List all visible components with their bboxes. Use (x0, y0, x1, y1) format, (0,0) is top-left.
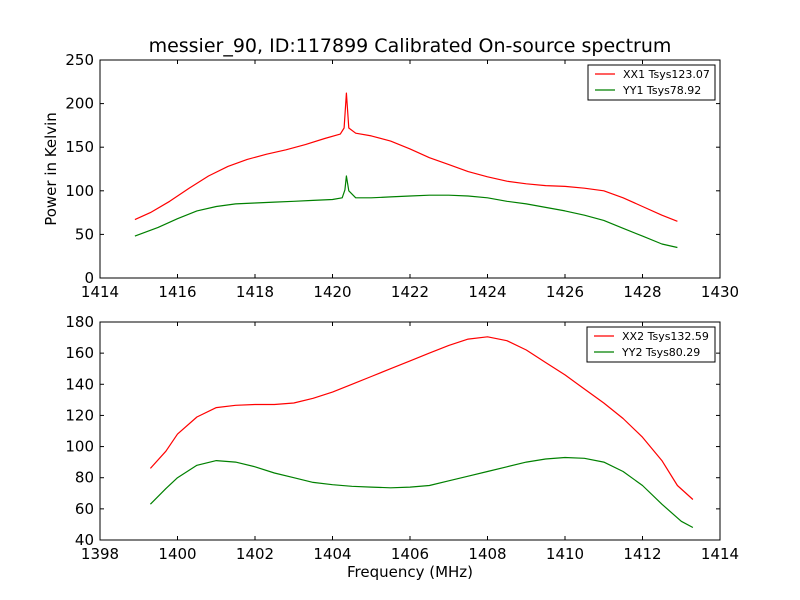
plot1-ytick-label: 150 (65, 138, 94, 156)
plot2-ytick-label: 60 (75, 500, 94, 518)
plot1-ytick-label: 100 (65, 182, 94, 200)
plot2-ytick-label: 40 (75, 531, 94, 549)
plot2-xtick-label: 1410 (546, 545, 584, 563)
plot2-xtick-label: 1398 (81, 545, 119, 563)
plot1-legend-label-2: YY1 Tsys78.92 (622, 84, 701, 97)
plot2-ytick-label: 80 (75, 469, 94, 487)
plot2-ytick-label: 140 (65, 375, 94, 393)
plot2: 1398 1400 1402 1404 1406 1408 1410 1412 1414 40 60… (65, 313, 739, 581)
plot1-title: messier_90, ID:117899 Calibrated On-sour… (149, 35, 672, 57)
plot2-xtick-label: 1408 (468, 545, 506, 563)
plot1-ylabel: Power in Kelvin (42, 112, 60, 226)
plot1-legend: XX1 Tsys123.07 YY1 Tsys78.92 (587, 64, 716, 101)
plot2-legend: XX2 Tsys132.59 YY2 Tsys80.29 (586, 326, 716, 363)
plot2-xtick-label: 1402 (236, 545, 274, 563)
plot1-xtick-label: 1418 (236, 283, 274, 301)
plot1-xtick-label: 1430 (701, 283, 739, 301)
plot2-ytick-label: 180 (65, 313, 94, 331)
plot2-series-2-line (149, 456, 694, 529)
plot2-xlabel: Frequency (MHz) (347, 563, 473, 581)
plot1-ytick-label: 200 (65, 95, 94, 113)
plot1-legend-box (587, 64, 716, 101)
plot1-xtick-label: 1424 (468, 283, 506, 301)
plot1-xtick-label: 1414 (81, 283, 119, 301)
plot2-ytick-label: 100 (65, 438, 94, 456)
plot1-xtick-label: 1416 (158, 283, 196, 301)
plot1-ytick-label: 50 (75, 225, 94, 243)
plot1-ytick-label: 250 (65, 51, 94, 69)
plot2-series-1-line (149, 336, 694, 500)
plot1-series-2-line (134, 175, 678, 249)
plot2-legend-label-1: XX2 Tsys132.59 (622, 330, 709, 343)
plot2-xtick-label: 1404 (313, 545, 351, 563)
plot1-legend-label-1: XX1 Tsys123.07 (623, 68, 710, 81)
plot2-xtick-label: 1406 (391, 545, 429, 563)
plot2-legend-box (586, 326, 716, 363)
plot2-xtick-label: 1412 (623, 545, 661, 563)
plot2-xtick-label: 1414 (701, 545, 739, 563)
plot2-ytick-label: 160 (65, 344, 94, 362)
plot2-legend-label-2: YY2 Tsys80.29 (621, 346, 700, 359)
plot2-xtick-label: 1400 (158, 545, 196, 563)
plot1-xtick-label: 1420 (313, 283, 351, 301)
plot1-ytick-label: 0 (84, 269, 94, 287)
plot1: 1414 1416 1418 1420 1422 1424 1426 1428 1430 0 50 1… (42, 35, 739, 301)
plot1-xtick-label: 1428 (623, 283, 661, 301)
plot1-xtick-label: 1426 (546, 283, 584, 301)
plot2-ytick-label: 120 (65, 406, 94, 424)
plot1-series-1-line (134, 92, 678, 222)
plot1-xtick-label: 1422 (391, 283, 429, 301)
